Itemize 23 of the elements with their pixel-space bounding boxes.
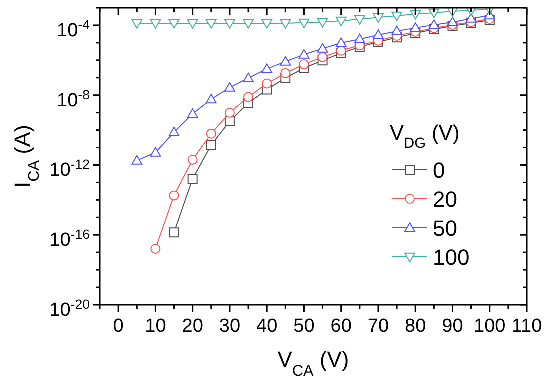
- x-tick-label: 30: [219, 316, 241, 337]
- x-tick-label: 70: [368, 316, 390, 337]
- x-tick-label: 100: [474, 316, 506, 337]
- y-tick-label: 10$^{-12}$: [50, 156, 90, 182]
- x-tick-label: 0: [113, 316, 124, 337]
- x-tick-label: 50: [294, 316, 315, 337]
- legend-label: 50: [433, 216, 458, 241]
- x-axis-title: V$_{CA}$ (V): [278, 347, 350, 380]
- y-tick-label: 10$^{-8}$: [57, 86, 90, 112]
- x-tick-label: 110: [512, 316, 542, 337]
- legend-title: V$_{DG}$ (V): [390, 122, 460, 152]
- y-tick-label: 10$^{-4}$: [57, 16, 90, 42]
- x-tick-label: 10: [145, 316, 166, 337]
- x-tick-label: 40: [256, 316, 278, 337]
- x-tick-label: 60: [330, 316, 352, 337]
- y-tick-label: 10$^{-20}$: [50, 296, 90, 321]
- legend-label: 20: [433, 187, 458, 212]
- legend-label: 100: [433, 245, 470, 270]
- x-tick-label: 90: [442, 316, 464, 337]
- y-tick-label: 10$^{-16}$: [50, 226, 90, 252]
- legend-label: 0: [433, 158, 446, 183]
- x-tick-label: 80: [405, 316, 426, 337]
- x-tick-label: 20: [182, 316, 204, 337]
